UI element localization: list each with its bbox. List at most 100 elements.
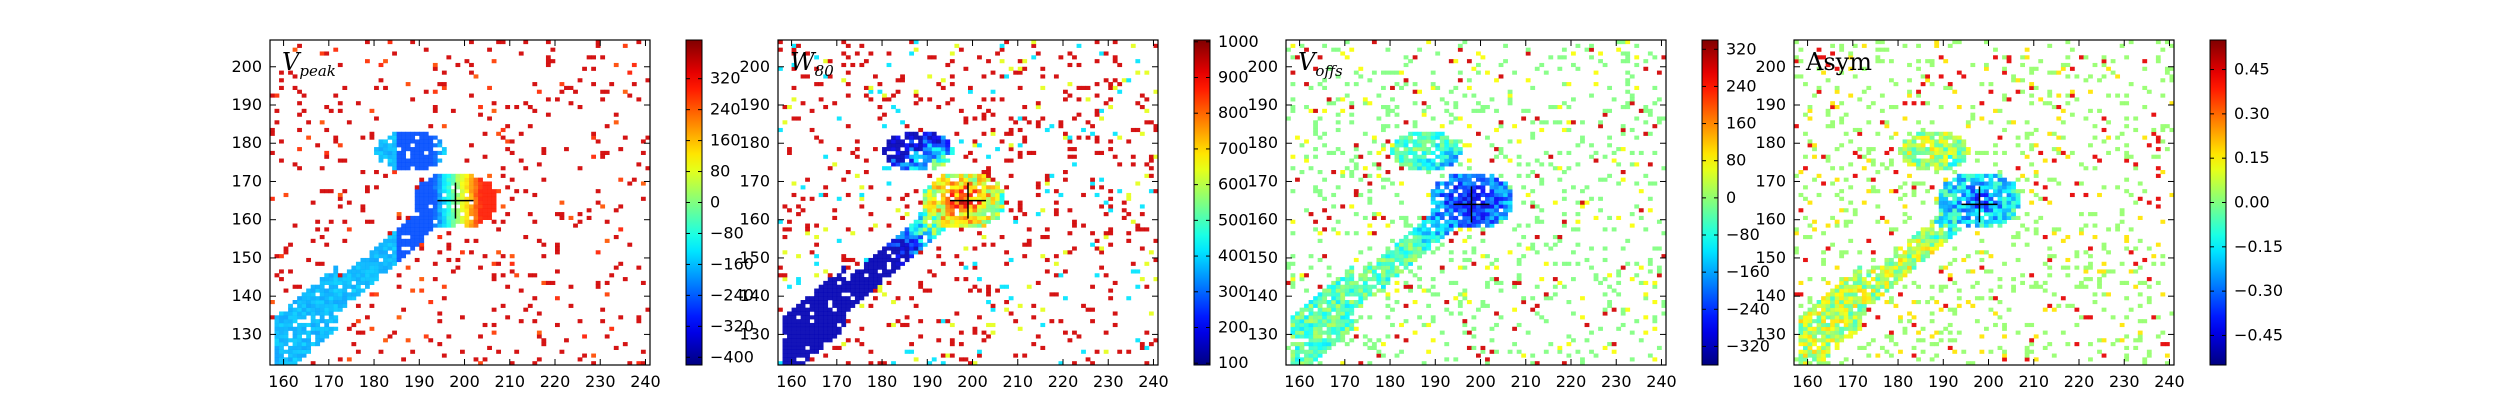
heatmap-cell	[1494, 220, 1499, 224]
heatmap-cell	[1390, 273, 1395, 277]
heatmap-cell	[433, 151, 438, 155]
heatmap-cell	[1930, 243, 1935, 247]
heatmap-cell	[1135, 59, 1140, 63]
heatmap-cell	[1934, 147, 1939, 151]
heatmap-cell	[914, 243, 919, 247]
heatmap-cell	[1821, 338, 1826, 342]
heatmap-cell	[1440, 136, 1445, 140]
heatmap-cell	[329, 304, 334, 308]
heatmap-cell	[959, 357, 964, 361]
heatmap-cell	[275, 319, 280, 323]
heatmap-cell	[855, 338, 860, 342]
heatmap-cell	[1499, 212, 1504, 216]
heatmap-cell	[1925, 139, 1930, 143]
heatmap-cell	[428, 151, 433, 155]
heatmap-cell	[868, 304, 873, 308]
heatmap-cell	[1126, 350, 1131, 354]
heatmap-cell	[1336, 331, 1341, 335]
heatmap-cell	[1621, 132, 1626, 136]
heatmap-cell	[320, 289, 325, 293]
heatmap-cell	[1812, 147, 1817, 151]
heatmap-cell	[1345, 327, 1350, 331]
heatmap-cell	[819, 97, 824, 101]
heatmap-cell	[1462, 212, 1467, 216]
heatmap-cell	[474, 74, 479, 78]
heatmap-cell	[1349, 311, 1354, 315]
heatmap-cell	[428, 185, 433, 189]
heatmap-cell	[1286, 281, 1291, 285]
heatmap-cell	[1040, 308, 1045, 312]
heatmap-cell	[356, 273, 361, 277]
heatmap-cell	[918, 224, 923, 228]
heatmap-cell	[1907, 319, 1912, 323]
heatmap-cell	[973, 212, 978, 216]
heatmap-cell	[1835, 86, 1840, 90]
heatmap-cell	[1844, 289, 1849, 293]
heatmap-cell	[801, 342, 806, 346]
heatmap-cell	[1291, 319, 1296, 323]
heatmap-cell	[365, 220, 370, 224]
heatmap-cell	[868, 269, 873, 273]
heatmap-cell	[1336, 323, 1341, 327]
heatmap-cell	[1616, 327, 1621, 331]
heatmap-cell	[1467, 227, 1472, 231]
heatmap-cell	[973, 116, 978, 120]
heatmap-cell	[1390, 254, 1395, 258]
heatmap-cell	[446, 224, 451, 228]
heatmap-cell	[1476, 71, 1481, 75]
heatmap-cell	[1413, 159, 1418, 163]
heatmap-cell	[469, 224, 474, 228]
heatmap-cell	[991, 204, 996, 208]
heatmap-cell	[1490, 338, 1495, 342]
heatmap-cell	[832, 304, 837, 308]
heatmap-cell	[347, 273, 352, 277]
heatmap-cell	[968, 220, 973, 224]
heatmap-cell	[333, 289, 338, 293]
heatmap-cell	[1144, 174, 1149, 178]
heatmap-cell	[1045, 189, 1050, 193]
heatmap-cell	[1490, 277, 1495, 281]
heatmap-cell	[347, 281, 352, 285]
heatmap-cell	[1921, 243, 1926, 247]
heatmap-cell	[320, 315, 325, 319]
heatmap-cell	[787, 105, 792, 109]
heatmap-cell	[991, 323, 996, 327]
heatmap-cell	[379, 246, 384, 250]
heatmap-cell	[1054, 273, 1059, 277]
heatmap-cell	[1467, 174, 1472, 178]
heatmap-cell	[1799, 281, 1804, 285]
heatmap-cell	[1331, 170, 1336, 174]
heatmap-cell	[329, 311, 334, 315]
heatmap-cell	[846, 124, 851, 128]
heatmap-cell	[1345, 342, 1350, 346]
heatmap-cell	[528, 105, 533, 109]
heatmap-cell	[1300, 308, 1305, 312]
heatmap-cell	[1839, 189, 1844, 193]
heatmap-cell	[365, 189, 370, 193]
heatmap-cell	[1930, 185, 1935, 189]
heatmap-cell	[1149, 189, 1154, 193]
heatmap-cell	[514, 105, 519, 109]
heatmap-cell	[1313, 128, 1318, 132]
heatmap-cell	[1318, 354, 1323, 358]
heatmap-cell	[878, 281, 883, 285]
heatmap-cell	[878, 105, 883, 109]
heatmap-cell	[819, 338, 824, 342]
heatmap-cell	[1925, 300, 1930, 304]
heatmap-cell	[1803, 331, 1808, 335]
heatmap-cell	[1930, 239, 1935, 243]
heatmap-cell	[1018, 71, 1023, 75]
heatmap-cell	[1013, 71, 1018, 75]
heatmap-cell	[1349, 266, 1354, 270]
heatmap-cell	[986, 109, 991, 113]
heatmap-cell	[1068, 63, 1073, 67]
heatmap-cell	[1417, 285, 1422, 289]
heatmap-cell	[591, 67, 596, 71]
heatmap-cell	[311, 342, 316, 346]
heatmap-cell	[1444, 147, 1449, 151]
heatmap-cell	[293, 354, 298, 358]
heatmap-cell	[1413, 101, 1418, 105]
heatmap-cell	[1013, 120, 1018, 124]
heatmap-cell	[1571, 277, 1576, 281]
